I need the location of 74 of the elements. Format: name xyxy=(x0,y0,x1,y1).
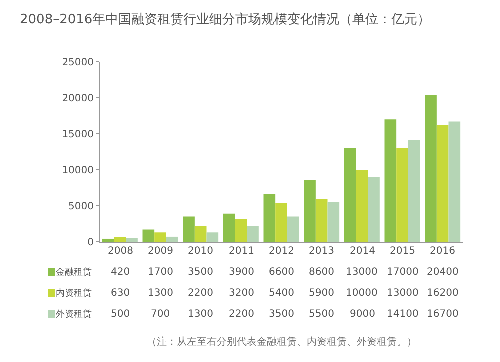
data-label: 16700 xyxy=(427,309,459,320)
y-tick-label: 25000 xyxy=(62,58,94,68)
chart-title: 2008–2016年中国融资租赁行业细分市场规模变化情况（单位：亿元） xyxy=(20,12,431,28)
bar xyxy=(436,125,449,242)
data-label: 16200 xyxy=(427,288,459,299)
data-label: 630 xyxy=(111,288,130,299)
data-label: 3900 xyxy=(229,267,254,278)
data-label: 9000 xyxy=(350,309,376,320)
data-label: 2200 xyxy=(229,309,254,320)
data-label: 1300 xyxy=(148,288,174,299)
data-label: 6600 xyxy=(269,267,294,278)
bar xyxy=(247,226,259,242)
x-tick-label: 2016 xyxy=(430,246,456,257)
data-label: 3200 xyxy=(229,288,254,299)
data-label: 8600 xyxy=(309,267,334,278)
bar xyxy=(126,238,138,242)
y-tick-label: 20000 xyxy=(62,94,94,104)
data-label: 3500 xyxy=(188,267,214,278)
bar xyxy=(304,180,316,242)
x-tick-label: 2008 xyxy=(108,246,134,257)
bar xyxy=(194,226,207,242)
bar xyxy=(425,95,437,242)
data-label: 1300 xyxy=(188,309,214,320)
bar xyxy=(264,194,276,242)
bar xyxy=(183,216,195,242)
y-tick-label: 15000 xyxy=(62,130,94,140)
data-label: 500 xyxy=(111,309,130,320)
bar xyxy=(328,202,340,242)
x-tick-label: 2013 xyxy=(309,246,334,257)
x-tick-label: 2010 xyxy=(188,246,214,257)
bar xyxy=(287,216,300,242)
bar xyxy=(235,218,248,242)
bar xyxy=(276,203,288,242)
data-label: 2200 xyxy=(188,288,214,299)
y-tick-label: 5000 xyxy=(68,202,94,212)
bar xyxy=(384,120,397,242)
bar xyxy=(316,200,328,242)
data-label: 700 xyxy=(151,309,170,320)
x-tick-label: 2015 xyxy=(390,246,416,257)
bar xyxy=(206,232,219,242)
legend-label: 金融租赁 xyxy=(56,267,92,278)
bar xyxy=(223,214,236,242)
bar xyxy=(408,140,420,242)
bar xyxy=(142,230,155,242)
y-tick-label: 10000 xyxy=(62,166,94,176)
x-tick-label: 2009 xyxy=(148,246,174,257)
data-label: 13000 xyxy=(387,288,419,299)
bar xyxy=(166,236,178,242)
data-label: 13000 xyxy=(346,267,378,278)
x-tick-label: 2014 xyxy=(350,246,376,257)
text: （注：从左至右分别代表金融租赁、内资租赁、外资租赁。） xyxy=(147,336,417,348)
legend-label: 内资租赁 xyxy=(56,288,92,299)
bar xyxy=(154,232,166,242)
data-label: 10000 xyxy=(346,288,378,299)
data-label: 3500 xyxy=(269,309,294,320)
bar xyxy=(396,148,408,242)
data-label: 5400 xyxy=(269,288,294,299)
y-tick-label: 0 xyxy=(88,238,94,248)
data-label: 1700 xyxy=(148,267,174,278)
data-label: 5900 xyxy=(309,288,334,299)
data-label: 20400 xyxy=(427,267,459,278)
legend-label: 外资租赁 xyxy=(56,309,92,320)
bar xyxy=(344,148,356,242)
bar xyxy=(356,170,368,242)
bar xyxy=(448,122,461,242)
data-label: 5500 xyxy=(309,309,334,320)
x-tick-label: 2011 xyxy=(229,246,254,257)
data-label: 420 xyxy=(111,267,130,278)
bar xyxy=(368,177,380,242)
bar xyxy=(114,237,126,242)
bar xyxy=(102,238,114,242)
x-tick-label: 2012 xyxy=(269,246,294,257)
data-label: 17000 xyxy=(387,267,419,278)
data-label: 14100 xyxy=(387,309,419,320)
